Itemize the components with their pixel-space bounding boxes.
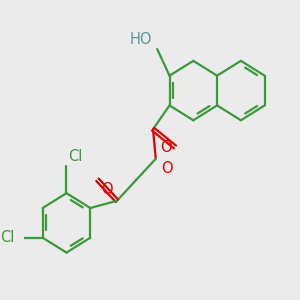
Text: O: O — [160, 140, 171, 154]
Text: Cl: Cl — [68, 149, 83, 164]
Text: O: O — [161, 161, 173, 176]
Text: HO: HO — [129, 32, 152, 47]
Text: Cl: Cl — [0, 230, 14, 245]
Text: O: O — [101, 182, 113, 197]
